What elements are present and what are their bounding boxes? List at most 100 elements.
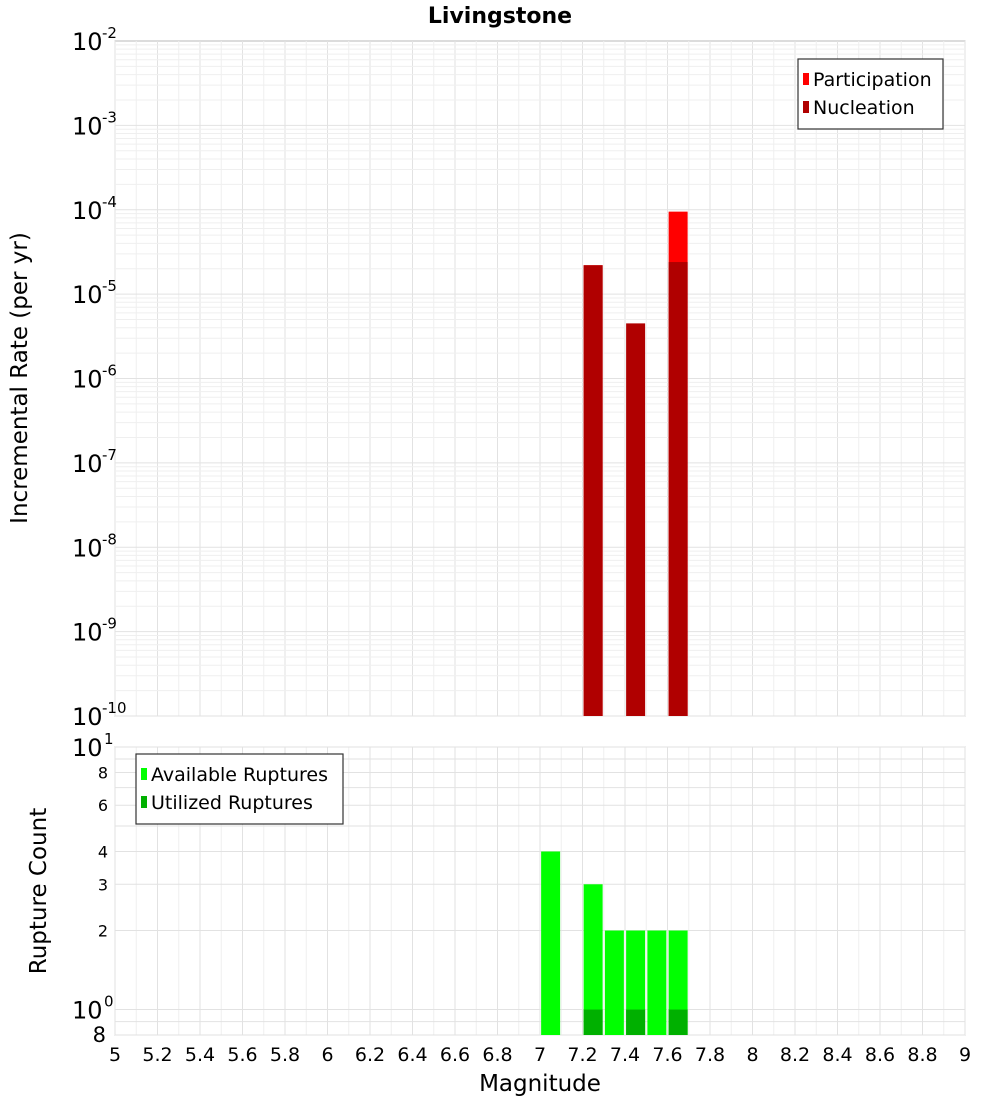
y-tick-label: 8 (93, 1023, 106, 1047)
bottom-bars (541, 851, 688, 1035)
y-tick-label: 10 -5 (72, 277, 117, 309)
y-tick-exponent: -8 (102, 530, 117, 548)
top-legend: Participation Nucleation (797, 58, 944, 130)
x-tick-label: 7.6 (652, 1044, 682, 1066)
y-tick-exponent: -9 (102, 615, 117, 633)
bar-available-ruptures (604, 930, 624, 1035)
x-tick-label: 8.8 (907, 1044, 937, 1066)
y-tick-label: 6 (98, 796, 108, 815)
legend-swatch (803, 101, 809, 113)
legend-item: Nucleation (803, 97, 915, 119)
legend-item: Participation (803, 69, 932, 91)
y-tick-base: 10 (72, 28, 103, 56)
y-tick-label: 2 (98, 922, 108, 941)
x-tick-label: 6.6 (440, 1044, 470, 1066)
y-tick-label: 10 -10 (72, 699, 127, 731)
x-tick-label: 5.6 (227, 1044, 257, 1066)
legend-label: Participation (813, 69, 932, 91)
bottom-y-axis-label: Rupture Count (26, 808, 52, 974)
bar-available-ruptures (541, 851, 561, 1035)
legend-label: Available Ruptures (151, 764, 328, 786)
y-tick-exponent: -2 (102, 24, 117, 42)
top-bars (583, 211, 688, 716)
y-tick-label: 4 (98, 842, 108, 861)
legend-label: Utilized Ruptures (151, 792, 313, 814)
bar-utilized-ruptures (583, 1009, 603, 1035)
x-ticks: 5 5.2 5.4 5.6 5.8 6 6.2 6.4 6.6 6.8 7 7.2 7.4 7.6 7.8 8… (109, 1044, 971, 1066)
y-tick-exponent: 0 (104, 993, 114, 1011)
y-tick-exponent: -3 (102, 108, 117, 126)
bar-available-ruptures (583, 884, 603, 1035)
bar-available-ruptures (668, 930, 688, 1035)
bar-available-ruptures (647, 930, 667, 1035)
x-tick-label: 5.4 (185, 1044, 215, 1066)
x-tick-label: 7 (534, 1044, 546, 1066)
y-tick-label: 8 (98, 763, 108, 782)
y-tick-exponent: 1 (104, 730, 114, 748)
y-tick-base: 10 (72, 450, 103, 478)
bar-nucleation (626, 323, 646, 716)
legend-swatch (141, 796, 147, 808)
x-tick-label: 6.2 (355, 1044, 385, 1066)
x-tick-label: 8 (746, 1044, 758, 1066)
y-tick-base: 10 (72, 197, 103, 225)
y-tick-label: 10 1 (72, 730, 114, 762)
bar-utilized-ruptures (668, 1009, 688, 1035)
y-tick-label: 10 -6 (72, 362, 117, 394)
bar-available-ruptures (626, 930, 646, 1035)
x-tick-label: 6.4 (397, 1044, 427, 1066)
legend-box (135, 753, 344, 825)
y-tick-exponent: -5 (102, 277, 117, 295)
top-y-axis-label: Incremental Rate (per yr) (7, 232, 33, 524)
y-tick-base: 10 (72, 734, 103, 762)
y-tick-exponent: -4 (102, 193, 117, 211)
x-tick-label: 6.8 (482, 1044, 512, 1066)
chart-title: Livingstone (428, 4, 572, 29)
x-tick-label: 9 (959, 1044, 971, 1066)
y-tick-exponent: -10 (102, 699, 127, 717)
bar-utilized-ruptures (626, 1009, 646, 1035)
y-tick-label: 10 -9 (72, 615, 117, 647)
y-tick-base: 10 (72, 112, 103, 140)
legend-label: Nucleation (813, 97, 915, 119)
y-tick-label: 3 (98, 875, 108, 894)
legend-item: Utilized Ruptures (141, 792, 313, 814)
legend-item: Available Ruptures (141, 764, 328, 786)
bottom-legend: Available Ruptures Utilized Ruptures (135, 753, 344, 825)
y-tick-base: 10 (72, 534, 103, 562)
y-tick-label: 10 -3 (72, 108, 117, 140)
y-tick-label: 10 0 (72, 993, 114, 1025)
x-tick-label: 7.4 (610, 1044, 640, 1066)
top-gridlines (114, 41, 966, 717)
bar-nucleation (583, 265, 603, 716)
x-tick-label: 7.8 (695, 1044, 725, 1066)
x-tick-label: 5 (109, 1044, 121, 1066)
y-tick-label: 10 -7 (72, 446, 117, 478)
x-tick-label: 8.2 (780, 1044, 810, 1066)
x-tick-label: 5.2 (142, 1044, 172, 1066)
x-tick-label: 8.4 (822, 1044, 852, 1066)
legend-box (797, 58, 944, 130)
y-tick-label: 10 -4 (72, 193, 117, 225)
x-tick-label: 8.6 (865, 1044, 895, 1066)
top-y-ticks: 10-210-310-410-510-610-710-810-910-10 (72, 24, 127, 731)
y-tick-base: 10 (72, 703, 103, 731)
y-tick-label: 10 -8 (72, 530, 117, 562)
legend-swatch (803, 73, 809, 85)
x-tick-label: 6 (321, 1044, 333, 1066)
x-tick-label: 7.2 (567, 1044, 597, 1066)
legend-swatch (141, 768, 147, 780)
y-tick-base: 10 (72, 997, 103, 1025)
y-tick-exponent: -6 (102, 362, 117, 380)
y-tick-label: 10 -2 (72, 24, 117, 56)
y-tick-exponent: -7 (102, 446, 117, 464)
y-tick-base: 10 (72, 619, 103, 647)
y-tick-base: 10 (72, 366, 103, 394)
x-tick-label: 5.8 (270, 1044, 300, 1066)
x-axis-label: Magnitude (479, 1071, 601, 1097)
top-panel: 10-210-310-410-510-610-710-810-910-10 In… (7, 24, 966, 731)
bar-nucleation (668, 262, 688, 716)
